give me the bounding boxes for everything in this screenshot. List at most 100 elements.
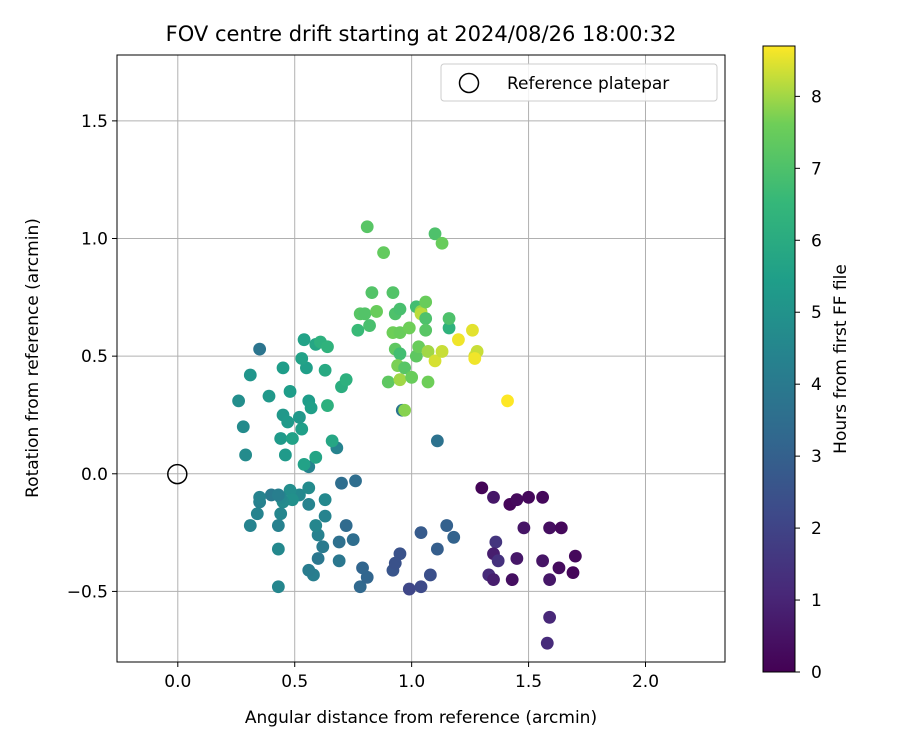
data-point bbox=[489, 535, 503, 549]
data-point bbox=[295, 352, 309, 365]
data-point bbox=[318, 493, 332, 507]
data-point bbox=[281, 415, 295, 429]
data-point bbox=[393, 302, 407, 316]
data-point bbox=[452, 333, 465, 347]
data-point bbox=[276, 361, 290, 375]
data-point bbox=[360, 220, 374, 234]
data-point bbox=[332, 535, 346, 549]
x-tick-label: 2.0 bbox=[632, 672, 659, 692]
data-point bbox=[428, 354, 442, 368]
data-point bbox=[353, 580, 367, 594]
data-point bbox=[335, 476, 348, 490]
data-point bbox=[243, 519, 257, 532]
y-axis-label: Rotation from reference (arcmin) bbox=[23, 218, 43, 498]
data-point bbox=[536, 554, 549, 568]
data-point bbox=[388, 556, 402, 570]
data-point bbox=[487, 490, 500, 504]
data-point bbox=[419, 323, 433, 337]
data-point bbox=[421, 375, 435, 389]
data-point bbox=[487, 573, 500, 587]
data-point bbox=[311, 552, 325, 565]
y-tick-label: 1.5 bbox=[81, 112, 108, 132]
data-point bbox=[419, 312, 433, 325]
colorbar-tick-label: 8 bbox=[811, 87, 822, 107]
data-point bbox=[253, 490, 267, 504]
data-point bbox=[316, 540, 330, 554]
data-point bbox=[283, 385, 297, 398]
data-point bbox=[318, 363, 332, 377]
data-point bbox=[414, 580, 428, 594]
data-point bbox=[402, 321, 416, 335]
data-point bbox=[278, 448, 292, 462]
data-point bbox=[430, 542, 444, 556]
data-point bbox=[568, 549, 582, 563]
data-point bbox=[351, 323, 365, 337]
data-point bbox=[466, 323, 479, 337]
colorbar-tick-label: 5 bbox=[811, 303, 822, 323]
data-point bbox=[393, 373, 407, 387]
y-tick-label: −0.5 bbox=[67, 582, 108, 602]
colorbar-tick-label: 7 bbox=[811, 159, 822, 179]
legend-reference-marker bbox=[458, 72, 480, 94]
data-point bbox=[293, 410, 306, 424]
plot-frame bbox=[116, 54, 726, 663]
data-point bbox=[517, 521, 531, 535]
colorbar-tick-label: 6 bbox=[811, 231, 822, 251]
data-point bbox=[435, 236, 449, 250]
data-point bbox=[421, 345, 435, 358]
data-point bbox=[297, 333, 311, 347]
data-point bbox=[430, 434, 444, 448]
data-point bbox=[271, 519, 285, 532]
data-point bbox=[346, 533, 360, 547]
x-axis-label: Angular distance from reference (arcmin) bbox=[245, 708, 597, 728]
legend-box bbox=[440, 63, 718, 102]
y-axis-ticks: −0.5 0.0 0.5 1.0 1.5 bbox=[67, 112, 117, 602]
data-point bbox=[302, 481, 316, 495]
data-point bbox=[442, 312, 456, 325]
data-point bbox=[491, 554, 505, 568]
colorbar-tick-label: 3 bbox=[811, 447, 822, 467]
data-point bbox=[566, 566, 580, 579]
data-point bbox=[510, 493, 524, 507]
data-point bbox=[501, 394, 514, 408]
data-point bbox=[536, 490, 549, 504]
data-point bbox=[543, 573, 557, 587]
data-point bbox=[295, 422, 309, 436]
colorbar-tick-label: 4 bbox=[811, 375, 822, 395]
data-point bbox=[365, 286, 379, 300]
data-point bbox=[349, 474, 362, 488]
data-point bbox=[271, 542, 285, 556]
data-point bbox=[271, 580, 285, 594]
colorbar-label: Hours from first FF file bbox=[831, 264, 851, 454]
data-point bbox=[405, 370, 419, 384]
data-point bbox=[309, 519, 323, 532]
colorbar-tick-label: 1 bbox=[811, 591, 822, 611]
data-point bbox=[398, 403, 412, 417]
data-point bbox=[262, 389, 276, 403]
data-point bbox=[274, 432, 288, 445]
data-point bbox=[419, 295, 433, 309]
data-point bbox=[510, 552, 524, 565]
data-point bbox=[377, 246, 390, 260]
data-point bbox=[250, 507, 264, 521]
data-point bbox=[243, 368, 257, 382]
data-point bbox=[239, 448, 253, 462]
colorbar-tick-label: 0 bbox=[811, 663, 822, 683]
data-point bbox=[423, 568, 437, 582]
data-point bbox=[332, 554, 346, 568]
data-point bbox=[302, 563, 316, 577]
data-point bbox=[358, 307, 372, 321]
x-tick-label: 0.0 bbox=[164, 672, 191, 692]
data-point bbox=[475, 481, 489, 495]
y-tick-label: 0.5 bbox=[81, 347, 108, 367]
data-point bbox=[552, 561, 566, 575]
data-point bbox=[339, 373, 353, 387]
x-tick-label: 1.5 bbox=[515, 672, 542, 692]
data-point bbox=[321, 340, 334, 354]
data-point bbox=[435, 345, 449, 358]
data-point bbox=[428, 227, 442, 241]
data-point bbox=[393, 347, 407, 361]
data-point bbox=[381, 375, 395, 389]
x-tick-label: 0.5 bbox=[281, 672, 308, 692]
